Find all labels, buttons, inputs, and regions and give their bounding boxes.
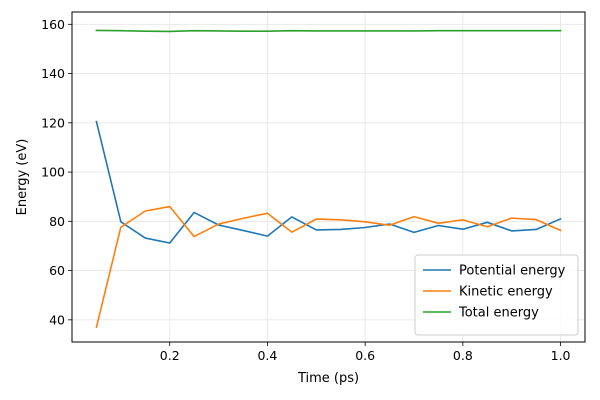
- legend-label-potential-energy: Potential energy: [459, 264, 566, 279]
- y-tick-label: 80: [49, 214, 65, 229]
- series-line-potential-energy: [95, 120, 562, 244]
- x-tick-label: 0.6: [355, 348, 375, 363]
- y-tick-label: 40: [49, 312, 65, 327]
- legend-label-kinetic-energy: Kinetic energy: [459, 285, 553, 300]
- x-tick-label: 0.2: [160, 348, 180, 363]
- series-line-total-energy: [95, 29, 562, 33]
- y-tick-label: 120: [41, 115, 65, 130]
- x-tick-label: 0.8: [453, 348, 473, 363]
- y-tick-label: 160: [41, 17, 65, 32]
- plot-frame: [71, 11, 586, 343]
- legend-box: [414, 254, 579, 336]
- y-tick-label: 100: [41, 165, 65, 180]
- series-lines: [95, 29, 562, 329]
- legend-label-total-energy: Total energy: [458, 306, 539, 321]
- y-tick-label: 60: [49, 263, 65, 278]
- grid: [72, 12, 585, 342]
- y-tick-label: 140: [41, 66, 65, 81]
- series-line-kinetic-energy: [95, 205, 562, 329]
- y-axis-label: Energy (eV): [15, 139, 30, 216]
- x-axis-label: Time (ps): [297, 371, 359, 386]
- x-tick-label: 0.4: [257, 348, 277, 363]
- axis-ticks: 0.2 0.4 0.6 0.8 1.0 40 60 80 100 120 140 160: [41, 17, 570, 363]
- legend: Potential energy Kinetic energy Total ener…: [414, 254, 579, 336]
- x-tick-label: 1.0: [551, 348, 571, 363]
